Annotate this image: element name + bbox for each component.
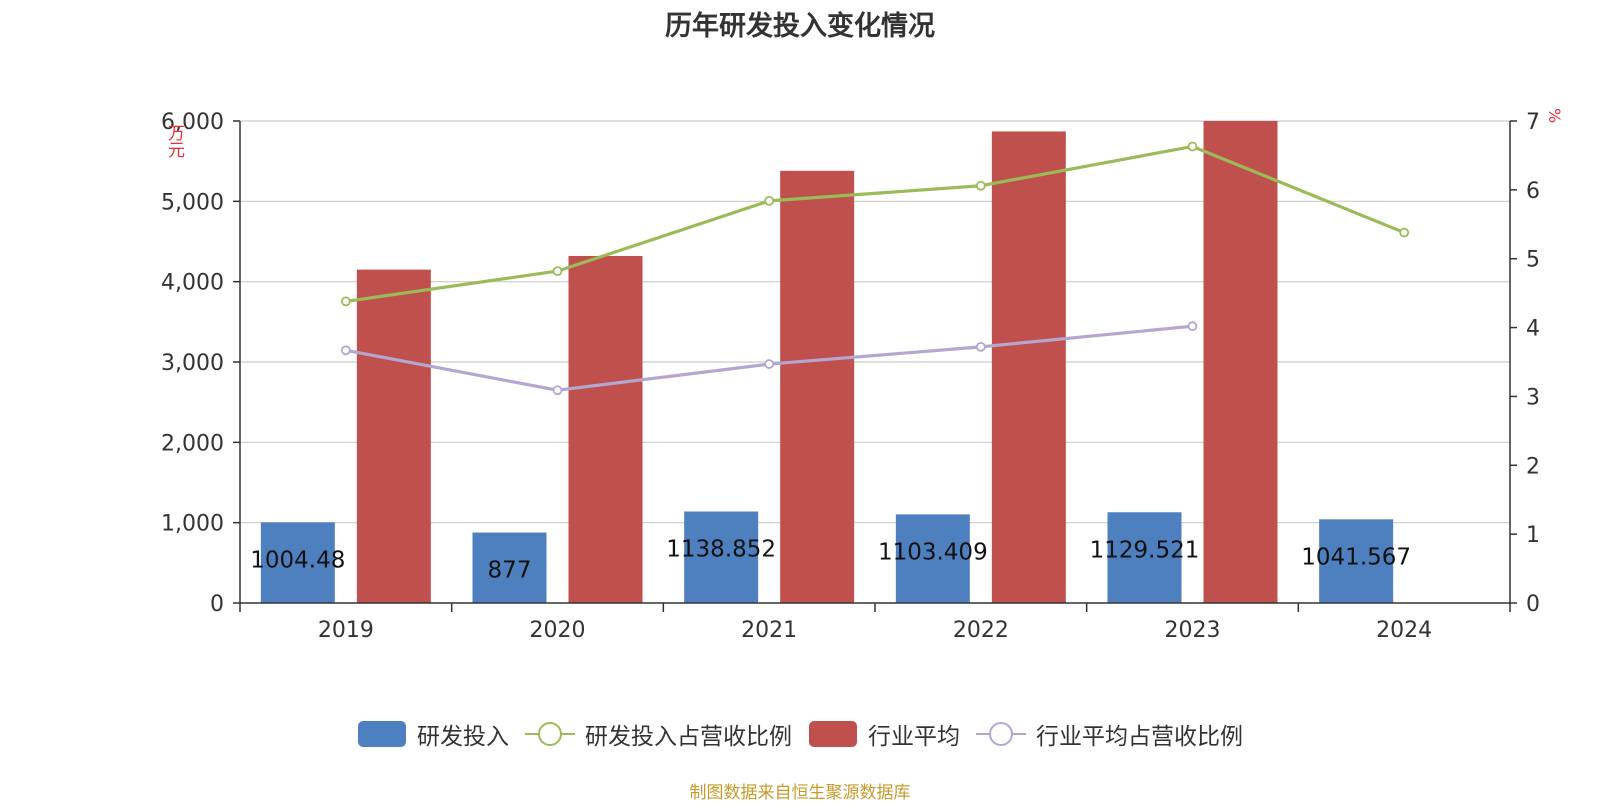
left-axis-tick-label: 6,000 (161, 110, 224, 135)
industry-bar (568, 255, 643, 603)
rd-ratio-point (340, 296, 351, 307)
industry-bar (780, 170, 855, 603)
legend-bar-swatch-icon (809, 721, 857, 747)
rd-bar-value-label: 1103.409 (878, 539, 988, 565)
legend-item[interactable]: 行业平均占营收比例 (976, 717, 1243, 751)
right-axis-tick-label: 0 (1526, 592, 1540, 617)
x-axis-tick-label: 2019 (318, 618, 374, 643)
x-axis-tick-label: 2024 (1376, 618, 1432, 643)
rd-ratio-line (345, 144, 1405, 303)
rd-ratio-point (1187, 141, 1198, 152)
rd-bar (260, 522, 335, 603)
industry-ratio-point (1187, 321, 1198, 332)
left-axis-unit: 万元 (164, 124, 184, 158)
chart-title: 历年研发投入变化情况 (665, 11, 935, 42)
rd-ratio-point (764, 195, 775, 206)
industry-ratio-point (552, 385, 563, 396)
left-axis-tick-label: 0 (210, 592, 224, 617)
rd-bar-value-label: 877 (488, 558, 532, 584)
legend-label: 行业平均占营收比例 (1036, 724, 1243, 750)
rd-ratio-point (1399, 227, 1410, 238)
rd-bar (684, 511, 759, 603)
legend-label: 行业平均 (868, 724, 960, 750)
industry-ratio-point (975, 341, 986, 352)
rd-ratio-point (975, 180, 986, 191)
rd-bar-value-label: 1004.48 (250, 547, 345, 573)
right-axis-tick-label: 6 (1526, 179, 1540, 204)
industry-ratio-point (764, 359, 775, 369)
right-axis-tick-label: 5 (1526, 248, 1540, 273)
line-series (340, 141, 1410, 396)
rd-bar-value-label: 1129.521 (1090, 537, 1200, 563)
right-axis-tick-label: 7 (1526, 110, 1540, 135)
x-axis-tick-label: 2023 (1165, 618, 1221, 643)
legend-bar-swatch-icon (358, 721, 406, 747)
left-axis-tick-label: 4,000 (161, 271, 224, 296)
right-axis-tick-label: 1 (1526, 523, 1540, 548)
rd-ratio-point (552, 266, 563, 277)
legend-item[interactable]: 研发投入占营收比例 (525, 717, 792, 751)
industry-bar (356, 269, 431, 603)
legend-item[interactable]: 行业平均 (808, 717, 960, 751)
left-axis-tick-label: 5,000 (161, 190, 224, 215)
left-axis-tick-label: 3,000 (161, 351, 224, 376)
legend: 研发投入 研发投入占营收比例 行业平均 行业平均占营收比例 (0, 717, 1600, 751)
rd-bar (472, 532, 547, 603)
legend-label: 研发投入 (417, 724, 509, 750)
rd-bar (1319, 519, 1394, 603)
rd-bar (1107, 512, 1182, 603)
left-axis-tick-label: 2,000 (161, 431, 224, 456)
bar-labels: 1004.48 877 1138.852 1103.409 1129.521 1041.5… (250, 537, 1411, 584)
axes: 0 1,000 2,000 3,000 4,000 5,000 6,000 0 1 2 3 4 5 6 7 2… (161, 110, 1540, 643)
legend-item[interactable]: 研发投入 (357, 717, 509, 751)
source-footer: 制图数据来自恒生聚源数据库 (689, 783, 911, 803)
industry-bar (991, 131, 1066, 603)
legend-line-swatch-icon (525, 722, 575, 746)
rd-bar-value-label: 1138.852 (666, 537, 776, 563)
industry-ratio-point (340, 345, 351, 356)
right-axis-unit: % (1545, 108, 1564, 124)
right-axis-tick-label: 3 (1526, 385, 1540, 410)
legend-label: 研发投入占营收比例 (585, 724, 792, 750)
x-axis-tick-label: 2020 (530, 618, 586, 643)
rd-bar-value-label: 1041.567 (1301, 544, 1411, 570)
right-axis-tick-label: 2 (1526, 454, 1540, 479)
legend-line-swatch-icon (976, 722, 1026, 746)
right-axis-tick-label: 4 (1526, 317, 1540, 342)
x-axis-tick-label: 2021 (741, 618, 797, 643)
gridlines (240, 120, 1510, 524)
industry-bar (1203, 121, 1278, 603)
left-axis-tick-label: 1,000 (161, 512, 224, 537)
bar-series (260, 121, 1394, 603)
x-axis-tick-label: 2022 (953, 618, 1009, 643)
rd-bar (895, 514, 970, 603)
